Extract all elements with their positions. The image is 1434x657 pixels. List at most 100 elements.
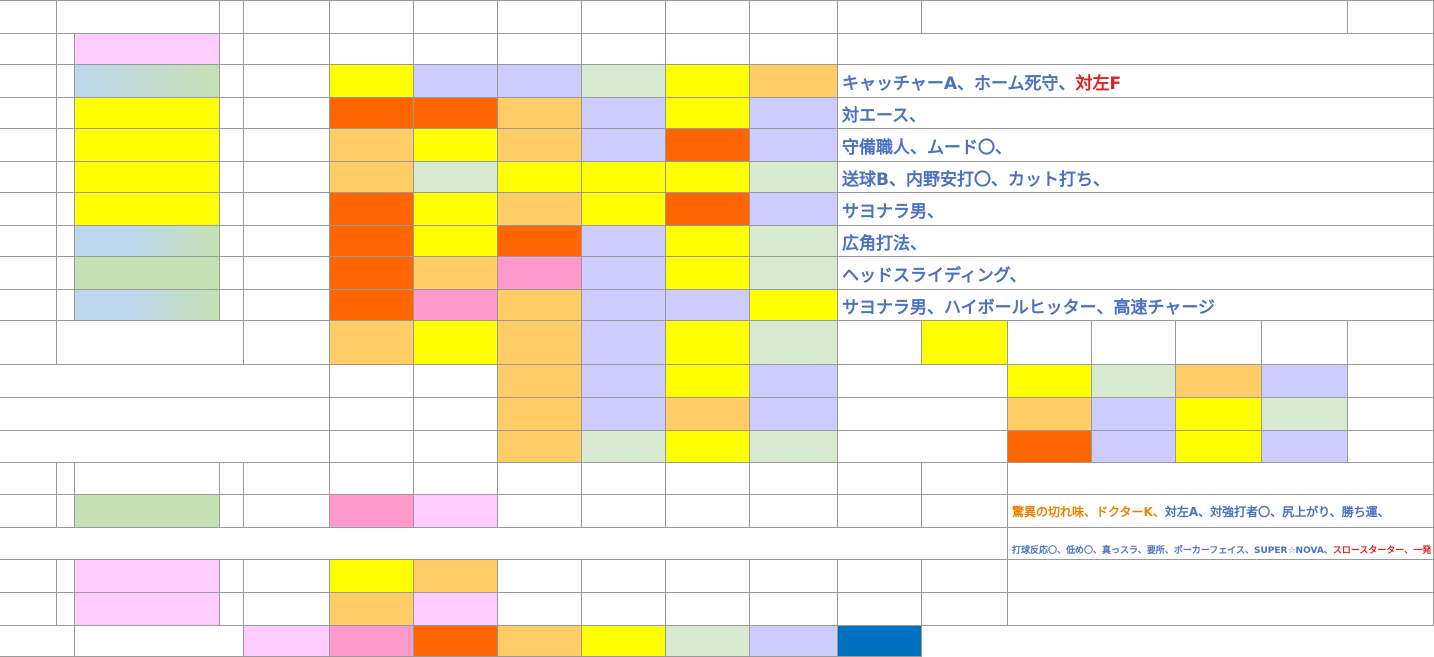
stat-value (498, 129, 582, 162)
stat-value (498, 226, 582, 257)
player-name (75, 129, 220, 162)
defense-value (498, 365, 582, 398)
bats-hand (220, 257, 244, 290)
stat-value (666, 162, 750, 193)
defense-right-label (838, 398, 1008, 431)
stat-value (582, 257, 666, 290)
second-value (498, 560, 582, 593)
stat-value (414, 65, 498, 98)
batter-note: 守備職人、ムード〇、 (838, 129, 1434, 162)
blank-cell (0, 528, 1008, 560)
star-icon (0, 1, 57, 34)
defense-right-value (1262, 431, 1348, 463)
stat-value (414, 257, 498, 290)
batting-order (57, 290, 75, 321)
defense-label (0, 398, 330, 431)
defense-right-value (1008, 365, 1092, 398)
blank-cell (0, 560, 57, 593)
direction-value (666, 495, 750, 528)
blank-cell (0, 463, 57, 495)
direction-value (750, 495, 838, 528)
direction-value (666, 593, 750, 626)
note-text: ヘッドスライディング、 (842, 265, 1027, 286)
batter-note: 送球B、内野安打〇、カット打ち、 (838, 162, 1434, 193)
pitcher-name (75, 593, 220, 626)
bats-hand (220, 65, 244, 98)
stat-value (498, 257, 582, 290)
blank-cell (1348, 321, 1434, 365)
stat-value (666, 257, 750, 290)
note-warning: 対左F (1075, 73, 1122, 94)
stat-value (414, 193, 498, 226)
grade-legend (414, 626, 498, 657)
note-text: ドクターK、 (1096, 504, 1165, 519)
batting-order (57, 257, 75, 290)
stat-value (750, 129, 838, 162)
blank-cell (414, 431, 498, 463)
result-header (1348, 1, 1434, 34)
direction-arrow-icon (666, 463, 750, 495)
defense-right-value (1092, 365, 1176, 398)
defense-value (498, 398, 582, 431)
defense-right-value (1262, 365, 1348, 398)
stat-value (750, 98, 838, 129)
ammo-header (244, 1, 330, 34)
stat-value (414, 34, 498, 65)
stat-value (582, 129, 666, 162)
direction-value (666, 560, 750, 593)
bats-header (220, 1, 244, 34)
stat-value (666, 290, 750, 321)
stat-value (582, 162, 666, 193)
direction-value (582, 495, 666, 528)
pitcher-name (75, 495, 220, 528)
defense-right-label (838, 365, 1008, 398)
grade-legend (838, 626, 922, 657)
defense-value (582, 398, 666, 431)
stat-value (330, 162, 414, 193)
blank-cell (922, 626, 1434, 657)
ammo-value (244, 34, 330, 65)
batting-order (57, 193, 75, 226)
blank-cell (75, 626, 244, 657)
stat-value (330, 65, 414, 98)
ammo-value (244, 226, 330, 257)
blank-cell (1348, 398, 1434, 431)
stat-value (414, 162, 498, 193)
stat-value (330, 257, 414, 290)
control-value (330, 593, 414, 626)
direction-value (922, 495, 1008, 528)
total-value (922, 321, 1008, 365)
row-blank (0, 98, 57, 129)
pitcher-note-2: 打球反応〇、低め〇、真っスラ、要所、ポーカーフェイス、SUPER☆NOVA、 スロ… (1008, 528, 1434, 560)
direction-value (922, 560, 1008, 593)
stat-value (666, 34, 750, 65)
direction-value (582, 593, 666, 626)
stat-value (750, 193, 838, 226)
stat-value (750, 257, 838, 290)
direction-arrow-icon (750, 463, 838, 495)
avg-stat (666, 321, 750, 365)
defense-value (666, 365, 750, 398)
stamina-value (414, 593, 498, 626)
stamina-header (414, 463, 498, 495)
stat-value (750, 34, 838, 65)
stat-value (582, 290, 666, 321)
pitcher-name (75, 560, 220, 593)
batting-order (57, 34, 75, 65)
note-text: サヨナラ男、ハイボールヒッター、高速チャージ (842, 297, 1215, 318)
defense-value (666, 431, 750, 463)
stat-value (498, 193, 582, 226)
grade-legend (666, 626, 750, 657)
stat-value (414, 129, 498, 162)
player-name (75, 162, 220, 193)
stat-header (498, 1, 582, 34)
speed-value (244, 495, 330, 528)
defense-value (498, 431, 582, 463)
sub-header (1008, 321, 1092, 365)
stat-header (414, 1, 498, 34)
stat-value (582, 65, 666, 98)
stat-header (330, 1, 414, 34)
grade-legend (330, 626, 414, 657)
pitcher-note: 驚異の切れ味、 ドクターK、 対左A、対強打者〇、尻上がり、勝ち運、 (1008, 495, 1434, 528)
blank-cell (838, 1, 922, 34)
